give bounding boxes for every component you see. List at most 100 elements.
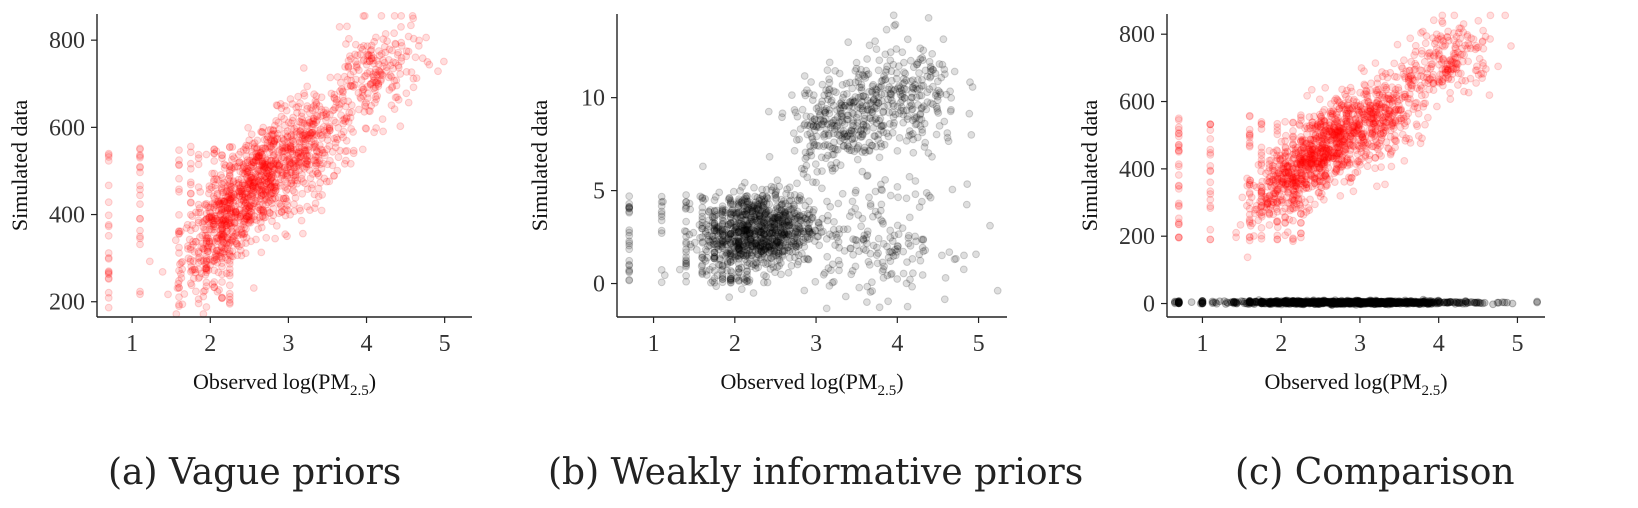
data-point bbox=[240, 217, 249, 225]
data-point bbox=[217, 196, 226, 205]
data-point bbox=[918, 271, 927, 279]
data-point bbox=[743, 200, 751, 208]
data-point bbox=[136, 185, 144, 194]
data-point bbox=[223, 234, 232, 242]
data-point bbox=[221, 216, 230, 225]
data-point bbox=[898, 224, 907, 233]
data-point bbox=[300, 119, 309, 128]
data-point bbox=[1413, 122, 1422, 131]
data-point bbox=[1386, 68, 1395, 77]
data-point bbox=[223, 227, 232, 236]
y-axis-label: Simulated data bbox=[7, 100, 32, 232]
data-point bbox=[241, 143, 250, 152]
data-point bbox=[1449, 36, 1458, 45]
data-point bbox=[351, 40, 360, 49]
data-point bbox=[912, 93, 921, 102]
data-point bbox=[212, 211, 220, 220]
data-point bbox=[186, 257, 195, 266]
data-point bbox=[1371, 111, 1380, 119]
data-point bbox=[945, 248, 954, 257]
data-point bbox=[1375, 100, 1384, 109]
data-point bbox=[274, 148, 283, 157]
data-point bbox=[1307, 85, 1316, 94]
data-point bbox=[1316, 164, 1324, 173]
data-point bbox=[306, 206, 314, 215]
data-point bbox=[280, 153, 289, 162]
data-point bbox=[192, 208, 200, 217]
data-point bbox=[941, 274, 950, 282]
data-point bbox=[1425, 85, 1433, 94]
data-point bbox=[245, 204, 254, 213]
data-point bbox=[657, 266, 666, 274]
data-point bbox=[197, 257, 205, 266]
data-point bbox=[264, 133, 273, 142]
data-point bbox=[788, 91, 796, 99]
data-point bbox=[186, 178, 195, 187]
data-point bbox=[186, 226, 195, 235]
data-point bbox=[201, 286, 209, 295]
data-point bbox=[217, 206, 226, 214]
data-point bbox=[219, 188, 228, 197]
data-point bbox=[856, 100, 864, 109]
data-point bbox=[242, 233, 251, 242]
data-point bbox=[941, 70, 949, 78]
data-point bbox=[932, 130, 941, 139]
data-point bbox=[901, 69, 910, 78]
data-point bbox=[216, 252, 224, 261]
data-point bbox=[279, 140, 287, 149]
data-point bbox=[773, 176, 782, 185]
data-point bbox=[245, 179, 254, 188]
data-point bbox=[1174, 218, 1183, 227]
data-point bbox=[242, 214, 250, 223]
data-point bbox=[308, 106, 317, 115]
data-point bbox=[866, 288, 875, 296]
data-point bbox=[414, 42, 423, 50]
data-point bbox=[283, 232, 291, 241]
data-point bbox=[175, 174, 183, 183]
data-point bbox=[1433, 102, 1441, 111]
data-point bbox=[1320, 195, 1328, 204]
data-point bbox=[872, 101, 881, 110]
data-point bbox=[241, 198, 250, 207]
data-point bbox=[212, 175, 221, 183]
data-point bbox=[1342, 155, 1351, 164]
data-point bbox=[231, 237, 240, 246]
data-point bbox=[1375, 119, 1384, 128]
data-point bbox=[217, 222, 226, 230]
data-point bbox=[240, 229, 249, 238]
data-point bbox=[175, 249, 183, 257]
data-point bbox=[921, 246, 930, 255]
series-0 bbox=[625, 11, 1002, 313]
data-point bbox=[818, 184, 826, 193]
data-point bbox=[402, 89, 411, 98]
data-point bbox=[276, 181, 285, 190]
data-point bbox=[175, 211, 183, 219]
data-point bbox=[247, 208, 256, 217]
data-point bbox=[186, 279, 195, 288]
data-point bbox=[231, 218, 239, 227]
data-point bbox=[191, 268, 200, 277]
data-point bbox=[261, 172, 270, 181]
data-point bbox=[247, 237, 255, 246]
data-point bbox=[1338, 85, 1346, 94]
data-point bbox=[877, 180, 885, 189]
data-point bbox=[298, 170, 306, 179]
data-point bbox=[228, 252, 237, 261]
data-point bbox=[226, 208, 235, 217]
data-point bbox=[254, 152, 262, 161]
data-point bbox=[185, 235, 194, 244]
data-point bbox=[230, 219, 239, 228]
data-point bbox=[1378, 72, 1387, 81]
data-point bbox=[434, 67, 442, 76]
data-point bbox=[229, 208, 238, 217]
data-point bbox=[322, 110, 330, 119]
data-point bbox=[218, 293, 226, 302]
data-point bbox=[190, 265, 199, 274]
data-point bbox=[194, 258, 203, 267]
data-point bbox=[145, 257, 154, 266]
data-point bbox=[258, 144, 267, 153]
data-point bbox=[211, 214, 220, 223]
data-point bbox=[894, 230, 903, 239]
data-point bbox=[237, 185, 246, 194]
data-point bbox=[195, 253, 204, 262]
